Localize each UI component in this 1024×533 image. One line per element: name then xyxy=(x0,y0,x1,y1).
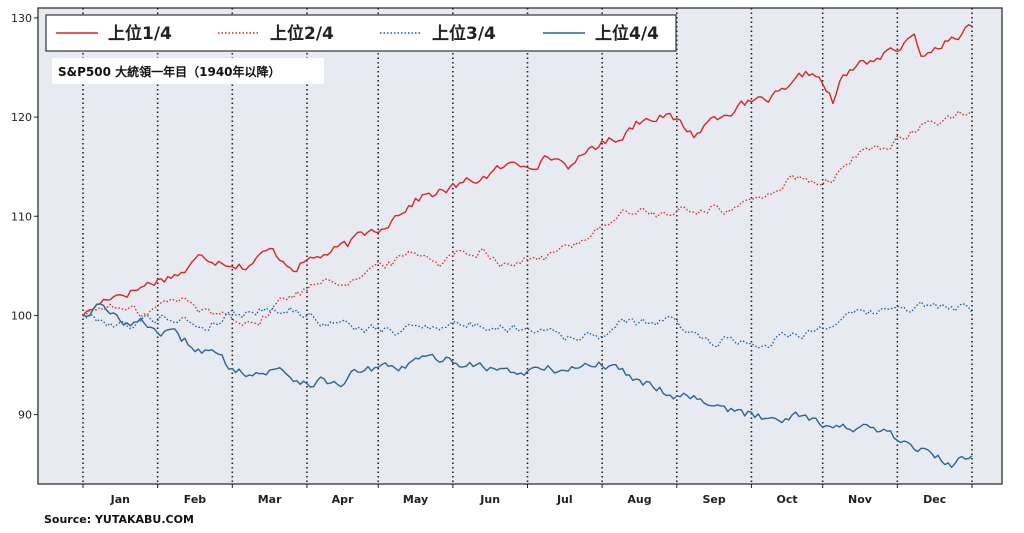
y-tick-label-1: 100 xyxy=(11,309,32,322)
subtitle-box xyxy=(52,58,324,84)
month-label-jan: Jan xyxy=(110,493,130,506)
y-tick-label-3: 120 xyxy=(11,111,32,124)
series-line-1 xyxy=(82,24,973,316)
month-label-mar: Mar xyxy=(258,493,282,506)
month-label-aug: Aug xyxy=(627,493,651,506)
series-line-3 xyxy=(82,301,973,349)
month-label-jun: Jun xyxy=(479,493,500,506)
legend-label-1: 上位1/4 xyxy=(108,23,172,44)
series-line-2 xyxy=(82,110,973,326)
series-line-4 xyxy=(82,303,973,468)
chart-source: Source: YUTAKABU.COM xyxy=(44,513,194,526)
month-label-oct: Oct xyxy=(777,493,798,506)
y-tick-label-2: 110 xyxy=(11,210,32,223)
month-label-apr: Apr xyxy=(332,493,354,506)
chart-subtitle: S&P500 大統領一年目（1940年以降） xyxy=(58,64,281,79)
y-tick-label-0: 90 xyxy=(18,409,32,422)
legend-label-3: 上位3/4 xyxy=(432,23,496,44)
month-label-nov: Nov xyxy=(848,493,873,506)
month-label-sep: Sep xyxy=(702,493,725,506)
plot-frame xyxy=(37,7,1003,485)
legend-label-4: 上位4/4 xyxy=(595,23,659,44)
month-label-jul: Jul xyxy=(556,493,573,506)
plot-area xyxy=(38,8,1002,484)
month-label-dec: Dec xyxy=(923,493,946,506)
month-label-feb: Feb xyxy=(184,493,207,506)
month-label-may: May xyxy=(403,493,428,506)
y-tick-label-4: 130 xyxy=(11,12,32,25)
legend-label-2: 上位2/4 xyxy=(270,23,334,44)
